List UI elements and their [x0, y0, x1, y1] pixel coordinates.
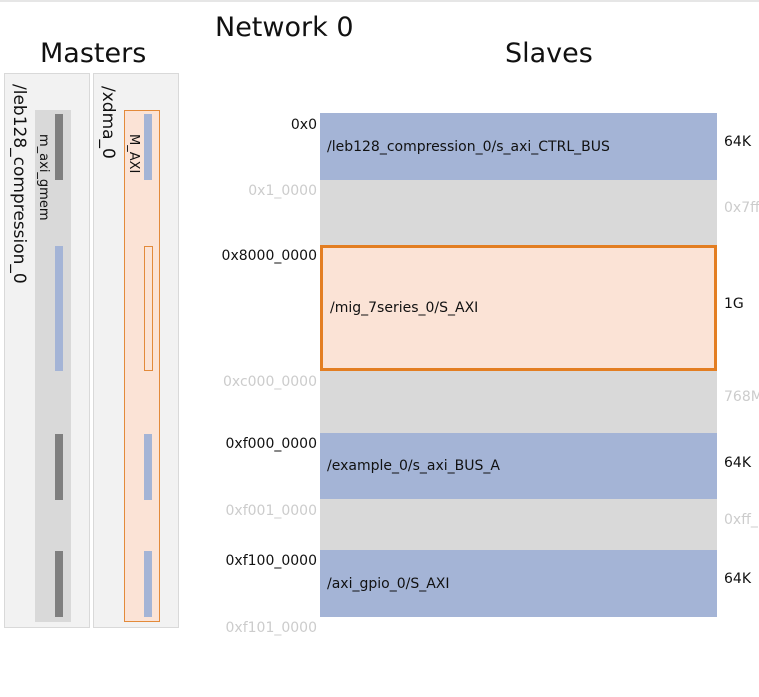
- size-label: 64K: [724, 134, 751, 150]
- top-divider: [0, 0, 759, 2]
- slave-segment[interactable]: /leb128_compression_0/s_axi_CTRL_BUS: [320, 113, 717, 180]
- master-name: /xdma_0: [98, 86, 118, 159]
- master-segment[interactable]: [144, 434, 152, 500]
- size-label: 0xff_: [724, 512, 758, 528]
- address-label: 0xc000_0000: [223, 374, 317, 390]
- address-label: 0xf001_0000: [225, 503, 317, 519]
- slave-segment[interactable]: /axi_gpio_0/S_AXI: [320, 550, 717, 617]
- slave-segment-label: /mig_7series_0/S_AXI: [330, 300, 479, 316]
- master-interface-label: M_AXI: [126, 134, 141, 174]
- address-gap: [320, 371, 717, 433]
- address-gap: [320, 499, 717, 550]
- address-label: 0xf101_0000: [225, 620, 317, 636]
- address-label: 0xf000_0000: [225, 436, 317, 452]
- master-segment[interactable]: [55, 434, 63, 500]
- address-label: 0x1_0000: [248, 183, 317, 199]
- master-segment[interactable]: [144, 114, 152, 180]
- slave-segment-label: /axi_gpio_0/S_AXI: [327, 575, 450, 592]
- address-gap: [320, 180, 717, 245]
- address-label: 0x0: [290, 117, 317, 133]
- master-segment[interactable]: [144, 551, 152, 617]
- address-label: 0xf100_0000: [225, 553, 317, 569]
- master-interface-track-selected[interactable]: [124, 110, 160, 622]
- slave-segment[interactable]: /example_0/s_axi_BUS_A: [320, 433, 717, 499]
- master-segment-selected[interactable]: [144, 246, 153, 371]
- masters-title: Masters: [40, 38, 147, 69]
- master-segment[interactable]: [55, 114, 63, 180]
- master-segment[interactable]: [55, 551, 63, 617]
- master-xdma[interactable]: /xdma_0 M_AXI: [93, 73, 179, 628]
- size-label: 1G: [724, 296, 744, 312]
- master-segment[interactable]: [55, 246, 63, 371]
- master-name: /leb128_compression_0: [9, 84, 29, 284]
- slaves-title: Slaves: [505, 38, 593, 69]
- address-label: 0x8000_0000: [221, 248, 317, 264]
- size-label: 0x7ff: [724, 200, 759, 216]
- master-leb128-compression[interactable]: /leb128_compression_0 m_axi_gmem: [4, 73, 90, 628]
- slave-segment-selected[interactable]: /mig_7series_0/S_AXI: [320, 245, 717, 371]
- size-label: 64K: [724, 571, 751, 587]
- master-interface-track[interactable]: [35, 110, 71, 622]
- size-label: 64K: [724, 455, 751, 471]
- size-label: 768M: [724, 389, 759, 405]
- slave-segment-label: /leb128_compression_0/s_axi_CTRL_BUS: [327, 138, 610, 155]
- master-interface-label: m_axi_gmem: [36, 134, 51, 221]
- network-title: Network 0: [215, 12, 354, 43]
- slave-segment-label: /example_0/s_axi_BUS_A: [327, 458, 500, 474]
